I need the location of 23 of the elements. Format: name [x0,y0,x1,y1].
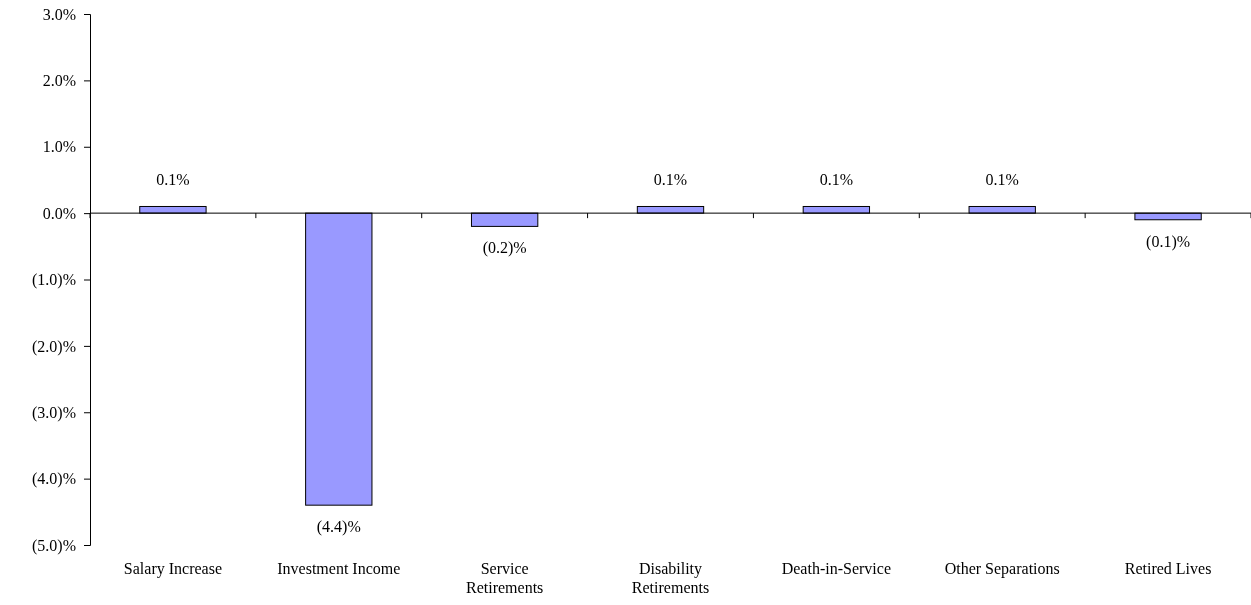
data-label: 0.1% [653,171,688,189]
x-tick-label: Death-in-Service [781,560,891,577]
y-tick-label: (2.0)% [32,337,76,356]
data-label: (4.4)% [316,518,361,537]
y-tick-label: (4.0)% [32,470,76,489]
data-label: 0.1% [156,171,190,189]
x-tick-label: Other Separations [944,560,1060,578]
y-tick-label: (3.0)% [32,403,76,422]
data-label: (0.1)% [1146,232,1191,251]
y-tick-label: (1.0)% [32,271,76,290]
y-tick-label: 2.0% [42,72,76,89]
data-label: (0.2)% [482,239,527,258]
data-label: 0.1% [985,171,1019,189]
x-tick-label: Disability Retirements [631,560,710,596]
y-tick-label: (5.0)% [32,536,76,555]
data-label: 0.1% [819,171,854,189]
x-tick-label: Retired Lives [1124,560,1212,577]
x-tick-label: Service Retirements [465,560,544,596]
y-tick-label: 0.0% [42,204,76,222]
y-tick-label: 1.0% [42,138,76,156]
x-tick-label: Salary Increase [123,560,223,578]
x-tick-label: Investment Income [277,560,401,577]
y-tick-label: 3.0% [42,5,76,23]
